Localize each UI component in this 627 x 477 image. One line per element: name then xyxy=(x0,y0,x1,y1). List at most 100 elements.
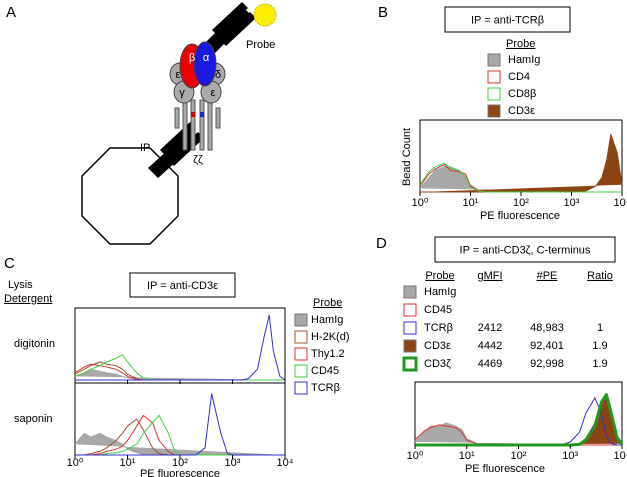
legend-label: HamIg xyxy=(311,314,343,326)
legend-swatch xyxy=(294,381,308,395)
legend-label: HamIg xyxy=(424,286,456,298)
table-cell: 2412 xyxy=(478,322,502,334)
plot-frame xyxy=(74,307,286,381)
legend-swatch xyxy=(294,313,308,327)
histogram-curve xyxy=(75,414,285,456)
histogram-curve xyxy=(75,314,286,381)
x-tick-label: 10² xyxy=(172,457,188,469)
probe-label: Probe xyxy=(246,39,275,51)
x-tick-label: 10³ xyxy=(225,457,241,469)
legend-label: H-2K(d) xyxy=(311,331,350,343)
table-cell: 1.9 xyxy=(592,340,607,352)
x-tick-label: 10¹ xyxy=(463,197,479,209)
legend-title: Probe xyxy=(313,297,342,309)
probe-antibody xyxy=(200,2,256,58)
histogram-curve xyxy=(74,361,285,381)
legend-label: CD3ε xyxy=(508,105,535,117)
fluorophore xyxy=(253,3,277,27)
ip-label: IP xyxy=(140,142,150,154)
x-tick-label: 10⁴ xyxy=(277,457,294,469)
legend-swatch xyxy=(402,356,418,372)
x-tick-label: 10¹ xyxy=(120,457,136,469)
legend-label: CD45 xyxy=(311,365,339,377)
table-header: gMFI xyxy=(477,270,502,282)
x-tick-label: 10⁴ xyxy=(614,450,627,462)
x-tick-label: 10⁰ xyxy=(412,197,429,209)
legend-label: HamIg xyxy=(508,54,540,66)
histogram-curve xyxy=(415,393,624,447)
table-cell: 1 xyxy=(597,322,603,334)
legend-label: CD3ζ xyxy=(424,358,451,370)
row-label: digitonin xyxy=(14,338,55,350)
x-axis-label: PE fluorescence xyxy=(140,468,220,477)
chart-title: IP = anti-TCRβ xyxy=(471,14,544,26)
legend-swatch xyxy=(294,347,308,361)
row-header: Detergent xyxy=(4,293,52,305)
legend-swatch xyxy=(403,321,417,335)
table-cell: 4469 xyxy=(478,358,502,370)
histogram-curve xyxy=(74,363,285,381)
title-box xyxy=(434,236,616,263)
table-header: Probe xyxy=(425,270,454,282)
beta-label: β xyxy=(189,52,195,64)
epsilon-label: ε xyxy=(176,69,181,81)
legend-swatch xyxy=(294,364,308,378)
panel-label: C xyxy=(4,255,15,272)
x-axis-label: PE fluorescence xyxy=(465,463,545,475)
legend-swatch xyxy=(403,339,417,353)
legend-swatch xyxy=(487,87,501,101)
legend-swatch xyxy=(403,285,417,299)
x-tick-label: 10² xyxy=(513,197,529,209)
epsilon-label: ε xyxy=(211,87,216,99)
legend-label: CD45 xyxy=(424,304,452,316)
x-tick-label: 10¹ xyxy=(459,450,475,462)
legend-swatch xyxy=(403,303,417,317)
table-cell: 92,998 xyxy=(530,358,564,370)
legend-swatch xyxy=(487,104,501,118)
legend-swatch xyxy=(487,70,501,84)
title-box xyxy=(129,272,236,298)
table-cell: 48,983 xyxy=(530,322,564,334)
x-tick-label: 10⁰ xyxy=(407,450,424,462)
table-header: #PE xyxy=(537,270,558,282)
row-label: saponin xyxy=(14,413,53,425)
legend-title: Probe xyxy=(506,38,535,50)
table-header: Ratio xyxy=(587,270,613,282)
x-tick-label: 10⁰ xyxy=(67,457,84,469)
table-cell: 1.9 xyxy=(592,358,607,370)
histogram-curve xyxy=(75,393,285,456)
alpha-label: α xyxy=(203,52,210,64)
x-tick-label: 10³ xyxy=(562,450,578,462)
diagram: A IP Probe xyxy=(6,2,277,245)
histogram-curve xyxy=(74,368,285,381)
legend-swatch xyxy=(487,53,501,67)
legend-label: CD8β xyxy=(508,88,536,100)
table-cell: 92,401 xyxy=(530,340,564,352)
legend-label: TCRβ xyxy=(424,322,453,334)
panel-label: D xyxy=(376,235,387,252)
chart-title: IP = anti-CD3ζ, C-terminus xyxy=(460,244,591,256)
y-axis-label: Bead Count xyxy=(401,128,413,186)
delta-label: δ xyxy=(215,69,221,81)
title-box xyxy=(444,6,571,33)
x-tick-label: 10² xyxy=(511,450,527,462)
row-header: Lysis xyxy=(8,279,33,291)
tcr-complex xyxy=(169,41,226,151)
ip-antibody xyxy=(148,122,204,178)
x-tick-label: 10³ xyxy=(564,197,580,209)
legend-label: TCRβ xyxy=(311,382,340,394)
legend-label: CD4 xyxy=(508,71,530,83)
legend-swatch xyxy=(294,330,308,344)
table-cell: 4442 xyxy=(478,340,502,352)
panel-label: B xyxy=(378,4,388,21)
histogram-curve xyxy=(419,162,622,193)
legend-label: CD3ε xyxy=(424,340,451,352)
gamma-label: γ xyxy=(179,87,185,99)
x-axis-label: PE fluorescence xyxy=(480,210,560,222)
panel-label: A xyxy=(6,4,16,21)
zeta-label: ζζ xyxy=(193,154,203,166)
chart-title: IP = anti-CD3ε xyxy=(147,280,218,292)
legend-label: Thy1.2 xyxy=(311,348,345,360)
x-tick-label: 10⁴ xyxy=(614,197,627,209)
